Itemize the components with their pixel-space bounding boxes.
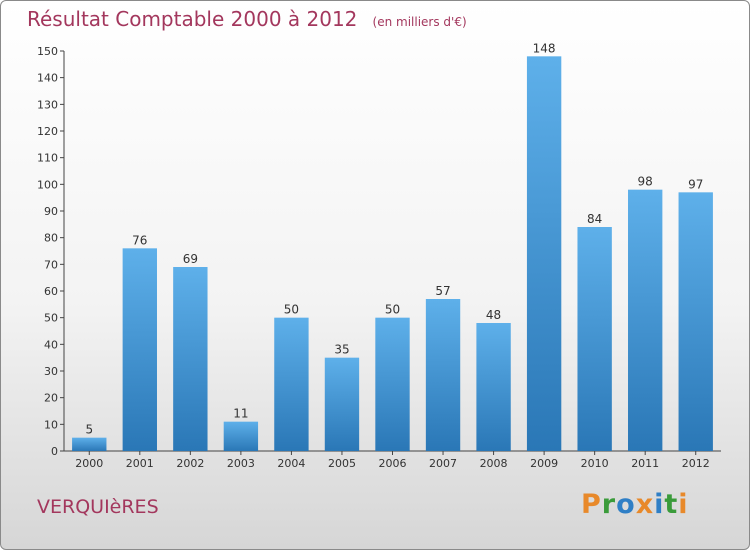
x-tick-label: 2008 (480, 457, 508, 470)
bar-value-label: 35 (334, 343, 349, 357)
x-tick-label: 2007 (429, 457, 457, 470)
chart-header: Résultat Comptable 2000 à 2012 (en milli… (27, 7, 467, 31)
x-tick-label: 2006 (379, 457, 407, 470)
bar (122, 248, 157, 451)
bar (375, 317, 410, 451)
y-tick-label: 10 (44, 418, 58, 431)
x-tick-label: 2003 (227, 457, 255, 470)
x-tick-label: 2002 (176, 457, 204, 470)
bar (628, 189, 663, 451)
bar-value-label: 97 (688, 177, 703, 191)
y-tick-label: 110 (37, 152, 58, 165)
y-tick-label: 100 (37, 178, 58, 191)
bar (425, 299, 461, 451)
logo-letter: i (654, 489, 665, 520)
logo-letter: P (581, 489, 602, 520)
proxiti-logo: Proxiti (581, 489, 689, 520)
chart-unit: (en milliers d'€) (372, 15, 467, 29)
bar-value-label: 48 (486, 308, 501, 322)
bar-value-label: 50 (284, 303, 299, 317)
bar-value-label: 5 (85, 423, 93, 437)
bar-value-label: 57 (435, 284, 450, 298)
y-tick-label: 140 (37, 72, 58, 85)
bar-value-label: 98 (638, 175, 653, 189)
y-tick-label: 130 (37, 98, 58, 111)
y-tick-label: 70 (44, 258, 58, 271)
logo-letter: i (678, 489, 689, 520)
x-tick-label: 2011 (631, 457, 659, 470)
x-tick-label: 2012 (682, 457, 710, 470)
logo-letter: x (635, 489, 655, 520)
y-tick-label: 150 (37, 45, 58, 58)
bar-value-label: 50 (385, 303, 400, 317)
x-tick-label: 2004 (277, 457, 305, 470)
bar (526, 56, 562, 451)
y-tick-label: 40 (44, 338, 58, 351)
bar-value-label: 148 (533, 41, 556, 55)
logo-letter: o (616, 489, 636, 520)
x-tick-label: 2000 (75, 457, 103, 470)
bar-value-label: 76 (132, 233, 147, 247)
y-tick-label: 60 (44, 285, 58, 298)
bar-value-label: 69 (183, 252, 198, 266)
bar (476, 323, 511, 451)
bar (577, 227, 612, 451)
bar (72, 437, 107, 451)
bar (324, 357, 360, 451)
y-tick-label: 50 (44, 312, 58, 325)
chart-title: Résultat Comptable 2000 à 2012 (27, 7, 358, 31)
x-tick-label: 2009 (530, 457, 558, 470)
x-tick-label: 2001 (126, 457, 154, 470)
y-tick-label: 30 (44, 365, 58, 378)
y-tick-label: 90 (44, 205, 58, 218)
bar (223, 421, 259, 451)
y-tick-label: 20 (44, 392, 58, 405)
y-tick-label: 80 (44, 232, 58, 245)
bar-value-label: 84 (587, 212, 602, 226)
bar (274, 317, 309, 451)
logo-letter: t (664, 489, 679, 520)
logo-letter: r (601, 489, 617, 520)
commune-name: VERQUIèRES (37, 496, 159, 518)
y-tick-label: 120 (37, 125, 58, 138)
x-tick-label: 2010 (581, 457, 609, 470)
y-tick-label: 0 (51, 445, 58, 458)
bar-value-label: 11 (233, 407, 248, 421)
bar (173, 267, 208, 451)
bar (678, 192, 713, 452)
x-tick-label: 2005 (328, 457, 356, 470)
